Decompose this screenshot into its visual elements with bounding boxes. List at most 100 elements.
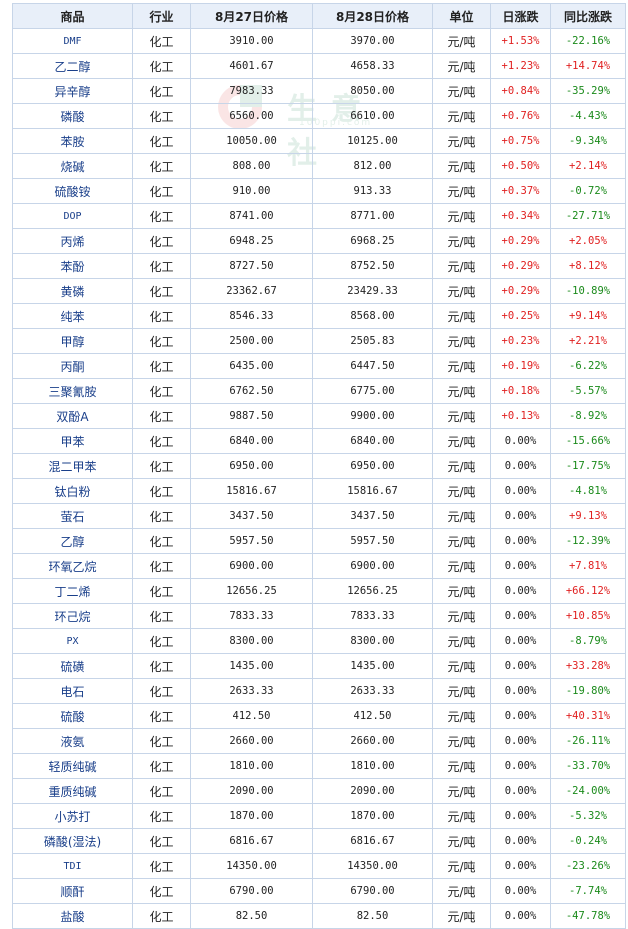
unit-cell: 元/吨 (432, 278, 491, 304)
commodity-name-link[interactable]: 环氧乙烷 (12, 553, 133, 579)
unit-cell: 元/吨 (432, 253, 491, 279)
commodity-name-link[interactable]: 盐酸 (12, 903, 133, 929)
daily-change-cell: 0.00% (490, 853, 551, 879)
col-header-daily[interactable]: 日涨跌 (490, 3, 551, 29)
commodity-name-link[interactable]: 磷酸 (12, 103, 133, 129)
commodity-name-link[interactable]: 磷酸(湿法) (12, 828, 133, 854)
commodity-name-link[interactable]: 烧碱 (12, 153, 133, 179)
commodity-name-link[interactable]: 钛白粉 (12, 478, 133, 504)
yoy-change-cell: -8.79% (550, 628, 626, 654)
industry-cell: 化工 (132, 303, 191, 329)
unit-cell: 元/吨 (432, 203, 491, 229)
yoy-change-cell: -8.92% (550, 403, 626, 429)
col-header-industry[interactable]: 行业 (132, 3, 191, 29)
commodity-name-link[interactable]: 液氨 (12, 728, 133, 754)
yoy-change-cell: -22.16% (550, 28, 626, 54)
yoy-change-cell: +8.12% (550, 253, 626, 279)
commodity-name-link[interactable]: 轻质纯碱 (12, 753, 133, 779)
daily-change-cell: +0.29% (490, 278, 551, 304)
price-aug28-cell: 6968.25 (312, 228, 433, 254)
unit-cell: 元/吨 (432, 78, 491, 104)
industry-cell: 化工 (132, 328, 191, 354)
commodity-name-link[interactable]: 黄磷 (12, 278, 133, 304)
col-header-price1[interactable]: 8月27日价格 (190, 3, 313, 29)
commodity-name-link[interactable]: PX (12, 628, 133, 654)
industry-cell: 化工 (132, 728, 191, 754)
price-aug28-cell: 6950.00 (312, 453, 433, 479)
price-aug28-cell: 6816.67 (312, 828, 433, 854)
col-header-unit[interactable]: 单位 (432, 3, 491, 29)
unit-cell: 元/吨 (432, 178, 491, 204)
industry-cell: 化工 (132, 103, 191, 129)
price-aug28-cell: 8050.00 (312, 78, 433, 104)
price-aug27-cell: 412.50 (190, 703, 313, 729)
price-aug28-cell: 8771.00 (312, 203, 433, 229)
table-row: 黄磷 化工 23362.67 23429.33 元/吨 +0.29% -10.89% (12, 278, 626, 304)
table-row: 丙酮 化工 6435.00 6447.50 元/吨 +0.19% -6.22% (12, 353, 626, 379)
daily-change-cell: +0.29% (490, 228, 551, 254)
daily-change-cell: 0.00% (490, 503, 551, 529)
table-row: 环己烷 化工 7833.33 7833.33 元/吨 0.00% +10.85% (12, 603, 626, 629)
commodity-name-link[interactable]: 混二甲苯 (12, 453, 133, 479)
commodity-name-link[interactable]: 重质纯碱 (12, 778, 133, 804)
table-row: 甲苯 化工 6840.00 6840.00 元/吨 0.00% -15.66% (12, 428, 626, 454)
yoy-change-cell: -7.74% (550, 878, 626, 904)
commodity-name-link[interactable]: 丙烯 (12, 228, 133, 254)
price-aug28-cell: 6610.00 (312, 103, 433, 129)
commodity-name-link[interactable]: 苯胺 (12, 128, 133, 154)
yoy-change-cell: -4.81% (550, 478, 626, 504)
commodity-name-link[interactable]: 电石 (12, 678, 133, 704)
commodity-name-link[interactable]: 丁二烯 (12, 578, 133, 604)
price-aug27-cell: 6560.00 (190, 103, 313, 129)
price-aug27-cell: 910.00 (190, 178, 313, 204)
commodity-name-link[interactable]: DMF (12, 28, 133, 54)
daily-change-cell: 0.00% (490, 628, 551, 654)
commodity-name-link[interactable]: 硫酸铵 (12, 178, 133, 204)
commodity-name-link[interactable]: 顺酐 (12, 878, 133, 904)
industry-cell: 化工 (132, 253, 191, 279)
daily-change-cell: 0.00% (490, 878, 551, 904)
commodity-name-link[interactable]: 异辛醇 (12, 78, 133, 104)
commodity-name-link[interactable]: DOP (12, 203, 133, 229)
unit-cell: 元/吨 (432, 678, 491, 704)
industry-cell: 化工 (132, 153, 191, 179)
yoy-change-cell: -26.11% (550, 728, 626, 754)
commodity-name-link[interactable]: 苯酚 (12, 253, 133, 279)
yoy-change-cell: +2.14% (550, 153, 626, 179)
daily-change-cell: 0.00% (490, 828, 551, 854)
price-aug27-cell: 6816.67 (190, 828, 313, 854)
unit-cell: 元/吨 (432, 53, 491, 79)
commodity-name-link[interactable]: 双酚A (12, 403, 133, 429)
unit-cell: 元/吨 (432, 453, 491, 479)
unit-cell: 元/吨 (432, 628, 491, 654)
commodity-name-link[interactable]: 甲醇 (12, 328, 133, 354)
col-header-yoy[interactable]: 同比涨跌 (550, 3, 626, 29)
price-aug28-cell: 6840.00 (312, 428, 433, 454)
commodity-name-link[interactable]: 小苏打 (12, 803, 133, 829)
price-aug27-cell: 10050.00 (190, 128, 313, 154)
commodity-name-link[interactable]: TDI (12, 853, 133, 879)
table-row: TDI 化工 14350.00 14350.00 元/吨 0.00% -23.26% (12, 853, 626, 879)
commodity-name-link[interactable]: 乙二醇 (12, 53, 133, 79)
yoy-change-cell: +14.74% (550, 53, 626, 79)
price-aug27-cell: 14350.00 (190, 853, 313, 879)
commodity-name-link[interactable]: 萤石 (12, 503, 133, 529)
commodity-name-link[interactable]: 甲苯 (12, 428, 133, 454)
table-row: 三聚氰胺 化工 6762.50 6775.00 元/吨 +0.18% -5.57% (12, 378, 626, 404)
col-header-name[interactable]: 商品 (12, 3, 133, 29)
price-aug27-cell: 82.50 (190, 903, 313, 929)
commodity-name-link[interactable]: 三聚氰胺 (12, 378, 133, 404)
price-aug28-cell: 9900.00 (312, 403, 433, 429)
col-header-price2[interactable]: 8月28日价格 (312, 3, 433, 29)
industry-cell: 化工 (132, 178, 191, 204)
table-row: 硫酸铵 化工 910.00 913.33 元/吨 +0.37% -0.72% (12, 178, 626, 204)
commodity-name-link[interactable]: 环己烷 (12, 603, 133, 629)
commodity-name-link[interactable]: 丙酮 (12, 353, 133, 379)
industry-cell: 化工 (132, 128, 191, 154)
commodity-name-link[interactable]: 乙醇 (12, 528, 133, 554)
unit-cell: 元/吨 (432, 328, 491, 354)
commodity-name-link[interactable]: 硫酸 (12, 703, 133, 729)
commodity-name-link[interactable]: 硫磺 (12, 653, 133, 679)
table-row: 苯胺 化工 10050.00 10125.00 元/吨 +0.75% -9.34% (12, 128, 626, 154)
commodity-name-link[interactable]: 纯苯 (12, 303, 133, 329)
